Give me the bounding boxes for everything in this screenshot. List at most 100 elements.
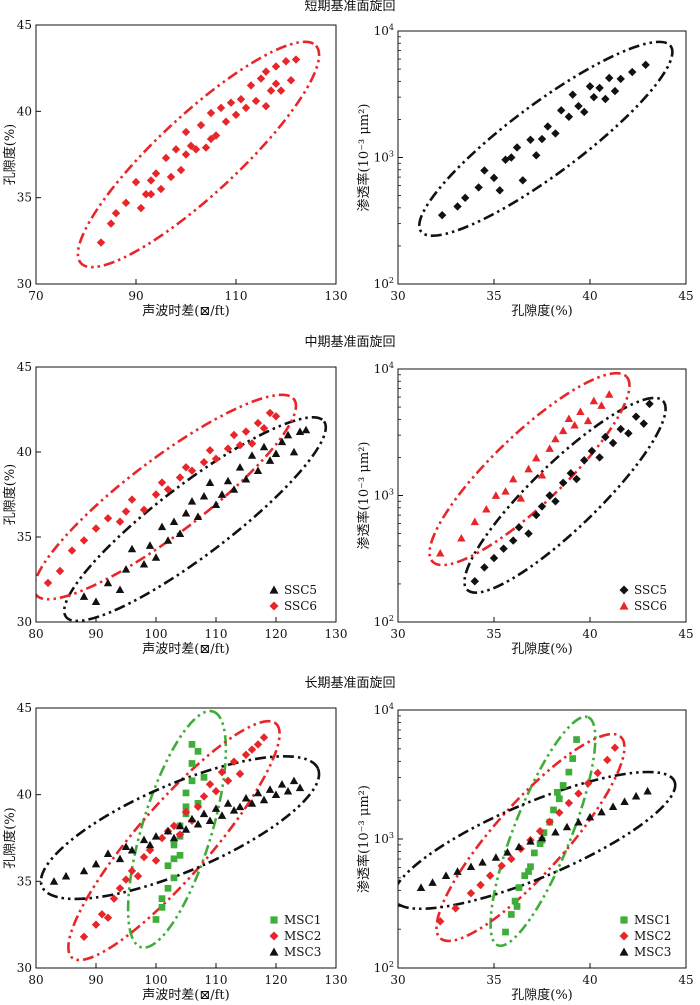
data-point [564,414,574,423]
x-tick-label: 40 [582,289,597,303]
envelope-ellipse [76,40,321,269]
data-point [115,517,125,526]
data-point [502,928,509,936]
data-point [121,198,131,208]
data-point [171,145,181,154]
data-point [593,768,602,778]
y-axis-label: 渗透率(10⁻³ μm²) [356,442,372,550]
data-point [229,757,239,766]
y-tick-label: 45 [17,701,32,715]
data-point [235,802,245,811]
data-point [416,883,426,891]
data-point [211,787,221,796]
data-point [554,788,561,796]
data-point [151,832,161,840]
data-point [453,867,462,875]
data-point [507,153,516,162]
x-tick-label: 110 [225,289,248,303]
data-point [223,476,233,485]
data-point [271,790,281,799]
envelope-ellipse [398,770,677,911]
x-tick-label: 70 [28,289,43,303]
data-point [253,788,263,797]
data-point [247,745,257,754]
data-point [597,807,606,816]
y-tick-label: 45 [17,360,32,374]
data-point [514,842,524,851]
data-point [241,427,251,436]
data-point [509,536,518,545]
data-point [491,853,501,861]
data-point [527,863,534,871]
data-point [194,747,202,755]
y-tick-label: 104 [374,23,394,38]
data-point [246,81,256,90]
data-point [480,563,489,572]
x-axis-label: 声波时差(⊠/ft) [142,304,229,319]
data-point [580,456,589,465]
data-point [187,497,197,505]
data-point [551,129,560,138]
data-point [277,780,287,788]
envelope-ellipse [36,393,298,601]
data-point [205,816,215,825]
y-tick-label: 103 [374,150,394,165]
data-point [605,73,614,83]
data-point [643,786,652,795]
data-point [580,107,589,117]
legend-label: SSC6 [284,599,317,613]
data-point [631,791,641,800]
data-point [188,760,196,767]
data-point [169,517,179,526]
data-point [181,463,191,472]
legend-label: SSC6 [634,599,667,613]
data-point [537,833,547,842]
data-point [265,408,275,418]
data-point [166,172,176,182]
x-tick-label: 130 [325,627,348,641]
data-point [495,186,504,195]
data-point [253,466,263,475]
data-point [428,878,437,886]
data-point [573,736,580,743]
legend-label: MSC2 [284,929,321,943]
legend-marker [620,916,628,924]
data-point [536,840,544,848]
data-point [199,492,209,500]
data-point [555,808,564,817]
y-axis-label: 孔隙度(%) [2,124,18,186]
data-point [79,592,89,600]
data-point [247,799,257,807]
data-point [631,412,641,421]
data-point [259,442,269,451]
x-axis-label: 声波时差(⊠/ft) [142,988,229,1003]
data-point [265,785,275,793]
data-point [608,802,618,811]
data-point [211,454,221,463]
data-point [79,866,89,875]
data-point [558,478,568,488]
data-point [201,143,211,152]
data-point [574,817,583,826]
data-point [181,509,191,517]
data-point [193,819,203,828]
data-point [628,67,637,77]
x-axis-label: 孔隙度(%) [511,987,573,1003]
x-tick-label: 45 [678,973,693,987]
y-tick-label: 103 [374,488,394,503]
data-point [151,490,161,499]
legend-marker [619,931,629,941]
data-point [507,911,515,918]
data-point [111,209,121,218]
data-point [103,913,113,922]
data-point [466,862,476,871]
data-point [645,399,654,409]
x-tick-label: 90 [88,973,103,987]
data-point [121,875,131,884]
y-tick-label: 45 [17,18,32,32]
data-point [514,523,524,532]
x-tick-label: 30 [390,627,405,641]
data-point [437,210,447,220]
